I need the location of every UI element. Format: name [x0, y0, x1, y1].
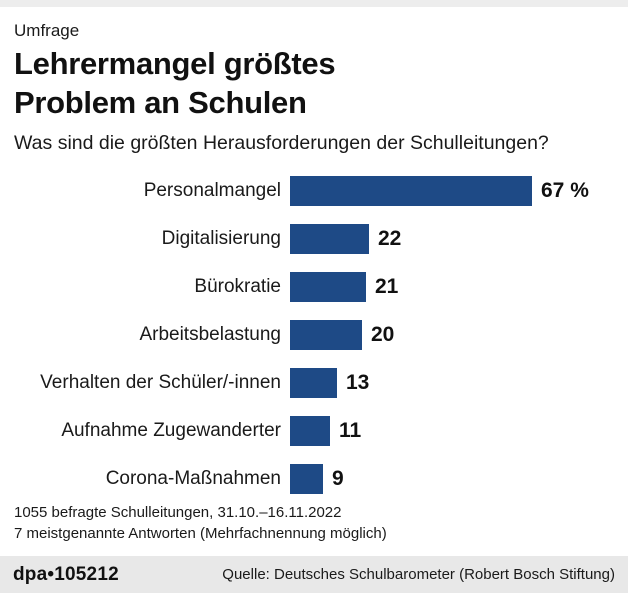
bar: [290, 368, 337, 398]
dpa-logo: dpa•105212: [13, 564, 119, 586]
bar-value-label: 9: [332, 467, 344, 490]
bar-row: Digitalisierung 22: [14, 215, 620, 263]
source-credit: Quelle: Deutsches Schulbarometer (Robert…: [222, 566, 615, 583]
bar-category-label: Bürokratie: [194, 276, 281, 297]
bar-category-label: Aufnahme Zugewanderter: [61, 420, 281, 441]
bar-category-label: Personalmangel: [143, 180, 281, 201]
dpa-separator-dot: •: [47, 563, 55, 585]
bar-value-label: 21: [375, 275, 399, 298]
bar-row: Corona-Maßnahmen 9: [14, 455, 620, 503]
bar: [290, 224, 369, 254]
bar: [290, 176, 532, 206]
bar-category-label: Verhalten der Schüler/-innen: [40, 372, 281, 393]
bar: [290, 320, 362, 350]
bar-category-label: Digitalisierung: [161, 228, 281, 249]
credit-bar: dpa•105212 Quelle: Deutsches Schulbarome…: [0, 556, 628, 593]
kicker: Umfrage: [14, 21, 80, 40]
bar-row: Personalmangel 67 %: [14, 167, 620, 215]
chart-title-line1: Lehrermangel größtes: [14, 46, 336, 81]
bar-row: Arbeitsbelastung 20: [14, 311, 620, 359]
bar-chart: Personalmangel 67 % Digitalisierung 22 Bürok…: [14, 167, 620, 503]
bar: [290, 272, 366, 302]
bar-row: Bürokratie 21: [14, 263, 620, 311]
bar-category-label: Corona-Maßnahmen: [105, 468, 281, 489]
top-border-band: [0, 0, 628, 7]
footnote-method: 7 meistgenannte Antworten (Mehrfachnennu…: [14, 524, 387, 542]
chart-title: Lehrermangel größtes Problem an Schulen: [14, 44, 336, 122]
chart-title-line2: Problem an Schulen: [14, 85, 307, 120]
bar-value-label: 13: [346, 371, 370, 394]
bar-row: Verhalten der Schüler/-innen 13: [14, 359, 620, 407]
bar-value-label: 11: [339, 419, 362, 442]
bar-row: Aufnahme Zugewanderter 11: [14, 407, 620, 455]
footnotes: 1055 befragte Schulleitungen, 31.10.–16.…: [14, 503, 387, 544]
dpa-brand: dpa: [13, 563, 48, 585]
bar-value-label: 20: [371, 323, 395, 346]
chart-subtitle: Was sind die größten Herausforderungen d…: [14, 132, 549, 154]
bar: [290, 464, 323, 494]
bar: [290, 416, 330, 446]
bar-value-label: 67 %: [541, 179, 589, 202]
graphic-id: 105212: [54, 563, 119, 585]
bar-value-label: 22: [378, 227, 402, 250]
footnote-sample: 1055 befragte Schulleitungen, 31.10.–16.…: [14, 504, 342, 521]
bar-category-label: Arbeitsbelastung: [139, 324, 281, 345]
